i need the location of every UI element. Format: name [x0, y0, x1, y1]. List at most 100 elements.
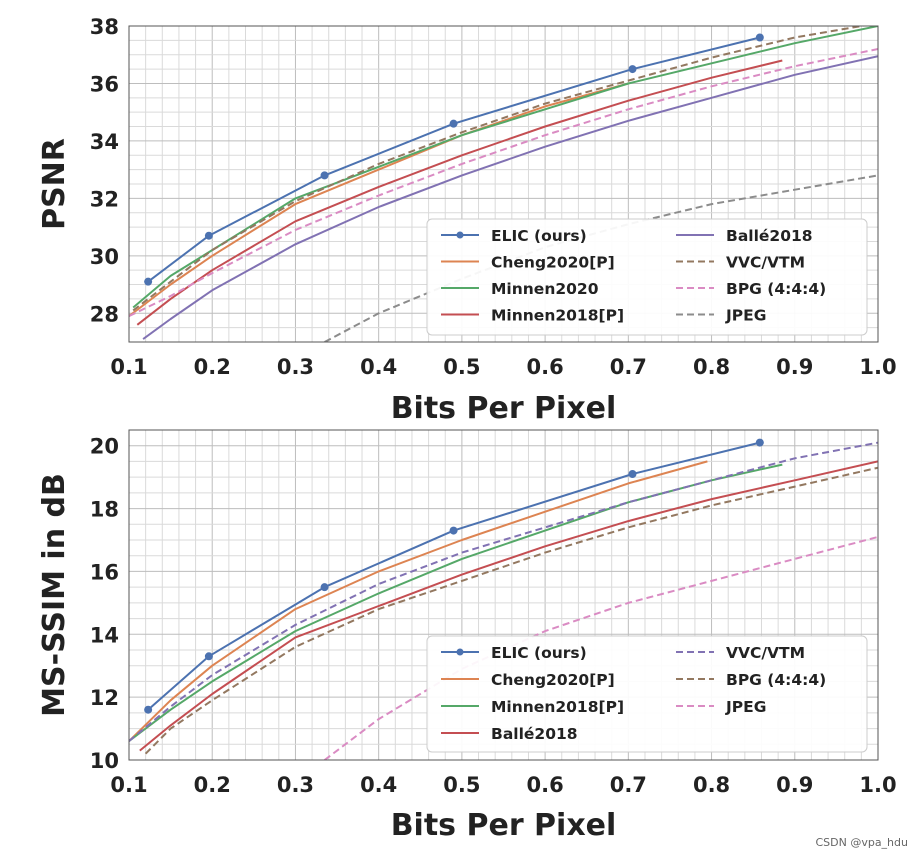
- x-tick-label: 0.6: [527, 773, 564, 797]
- data-point: [320, 583, 329, 592]
- x-tick-label: 0.8: [693, 355, 730, 379]
- legend-entry: BPG (4:4:4): [676, 280, 826, 298]
- x-tick-label: 0.8: [693, 773, 730, 797]
- psnr-chart: 0.1 0.2 0.3 0.4 0.5 0.6 0.7 0.8 0.9 1.0 28 30 32 34 36…: [37, 15, 897, 426]
- x-tick-label: 0.4: [360, 773, 397, 797]
- x-tick-label: 0.2: [194, 773, 231, 797]
- x-tick-label: 0.5: [443, 355, 480, 379]
- legend: ELIC (ours) Cheng2020[P] Minnen2018[P] Ball…: [426, 635, 868, 753]
- data-point: [449, 119, 458, 128]
- y-tick-label: 18: [90, 498, 119, 522]
- x-tick-label: 1.0: [859, 355, 896, 379]
- legend-label: Minnen2018[P]: [491, 307, 624, 325]
- legend: ELIC (ours) Cheng2020[P] Minnen2020 Minnen2…: [426, 218, 868, 336]
- y-tick-label: 12: [90, 686, 119, 710]
- legend-entry: JPEG: [676, 698, 766, 716]
- x-tick-label: 0.6: [527, 355, 564, 379]
- x-tick-label: 0.7: [610, 355, 647, 379]
- legend-entry: Cheng2020[P]: [441, 254, 615, 272]
- legend-entry: Minnen2020: [441, 280, 599, 298]
- series-line-4: [129, 441, 878, 742]
- legend-label: ELIC (ours): [491, 227, 587, 245]
- series-line-4: [142, 55, 878, 340]
- data-point: [449, 526, 458, 535]
- series-line-0: [147, 36, 761, 283]
- legend-label: BPG (4:4:4): [726, 280, 826, 298]
- data-point: [144, 277, 153, 286]
- y-tick-label: 32: [90, 187, 119, 211]
- y-tick-label: 20: [90, 435, 119, 459]
- y-tick-label: 36: [90, 72, 119, 96]
- data-point: [628, 470, 637, 478]
- x-axis-label: Bits Per Pixel: [391, 391, 617, 426]
- series-line-1: [129, 82, 629, 317]
- series-lines: [129, 438, 878, 760]
- y-tick-label: 14: [90, 623, 119, 647]
- data-point: [204, 652, 213, 661]
- legend-entry: Ballé2018: [676, 227, 813, 245]
- data-point: [628, 65, 637, 74]
- series-line-1: [129, 460, 708, 742]
- legend-box: [426, 218, 868, 336]
- plot-frame: [128, 25, 879, 343]
- plot-frame: [128, 429, 879, 761]
- legend-entry: Cheng2020[P]: [441, 671, 615, 689]
- legend-entry: Minnen2018[P]: [441, 698, 624, 716]
- y-axis-label: PSNR: [37, 138, 72, 230]
- data-point: [755, 438, 764, 447]
- data-point: [204, 231, 213, 240]
- data-point: [755, 33, 764, 42]
- x-tick-label: 0.1: [110, 355, 147, 379]
- legend-label: ELIC (ours): [491, 644, 587, 662]
- legend-entry: ELIC (ours): [441, 227, 587, 245]
- series-line-2: [129, 463, 783, 742]
- y-tick-label: 34: [90, 130, 119, 154]
- y-tick-label: 16: [90, 560, 119, 584]
- legend-label: Ballé2018: [491, 725, 578, 743]
- y-tick-label: 10: [90, 749, 119, 773]
- ms-ssim-chart: 0.1 0.2 0.3 0.4 0.5 0.6 0.7 0.8 0.9 1.0 10 12 14 16 18…: [37, 429, 897, 843]
- series-line-3: [139, 460, 878, 752]
- legend-entry: Ballé2018: [441, 725, 578, 743]
- data-point: [144, 705, 153, 714]
- series-line-5: [144, 466, 878, 755]
- legend-label: Ballé2018: [726, 227, 813, 245]
- x-tick-label: 0.4: [360, 355, 397, 379]
- y-tick-label: 28: [90, 302, 119, 326]
- legend-label: VVC/VTM: [726, 644, 805, 662]
- legend-marker: [456, 231, 464, 239]
- legend-marker: [456, 648, 464, 656]
- series-line-6: [129, 48, 878, 318]
- legend-label: JPEG: [725, 307, 766, 325]
- legend-entry: JPEG: [676, 307, 766, 325]
- legend-box: [426, 635, 868, 753]
- x-tick-label: 1.0: [859, 773, 896, 797]
- series-line-6: [323, 535, 878, 760]
- data-point: [320, 171, 329, 180]
- x-tick-label: 0.5: [443, 773, 480, 797]
- legend-label: BPG (4:4:4): [726, 671, 826, 689]
- x-tick-label: 0.9: [776, 355, 813, 379]
- legend-entry: VVC/VTM: [676, 254, 805, 272]
- x-tick-label: 0.1: [110, 773, 147, 797]
- legend-entry: VVC/VTM: [676, 644, 805, 662]
- series-line-5: [132, 26, 868, 312]
- x-tick-label: 0.9: [776, 773, 813, 797]
- legend-label: Minnen2020: [491, 280, 599, 298]
- y-axis-label: MS-SSIM in dB: [37, 473, 72, 717]
- legend-entry: ELIC (ours): [441, 644, 587, 662]
- series-line-2: [132, 26, 878, 309]
- series-line-0: [147, 441, 761, 711]
- legend-label: VVC/VTM: [726, 254, 805, 272]
- x-axis-label: Bits Per Pixel: [391, 808, 617, 843]
- x-tick-label: 0.3: [277, 773, 314, 797]
- y-tick-label: 38: [90, 15, 119, 39]
- legend-label: Minnen2018[P]: [491, 698, 624, 716]
- legend-entry: Minnen2018[P]: [441, 307, 624, 325]
- watermark: CSDN @vpa_hdu: [815, 836, 908, 849]
- legend-label: Cheng2020[P]: [491, 254, 615, 272]
- x-tick-label: 0.2: [194, 355, 231, 379]
- y-tick-label: 30: [90, 245, 119, 269]
- legend-label: Cheng2020[P]: [491, 671, 615, 689]
